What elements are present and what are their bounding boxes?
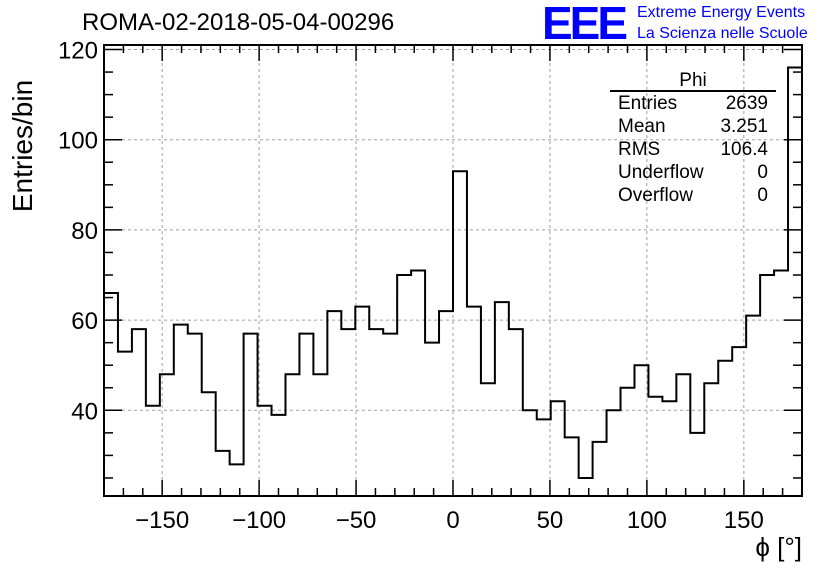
y-tick-label: 80	[71, 218, 98, 245]
stats-label: Entries	[618, 93, 678, 114]
histogram-bin	[774, 271, 788, 497]
stats-value: 0	[757, 162, 768, 183]
histogram-bin	[244, 334, 258, 496]
y-tick-label: 60	[71, 308, 98, 335]
histogram-bin	[202, 392, 216, 496]
eee-logo: EEE	[542, 0, 628, 49]
histogram-bin	[104, 293, 118, 496]
histogram-bin	[593, 442, 607, 496]
stats-value: 0	[757, 185, 768, 206]
histogram-bin	[453, 171, 467, 496]
stats-value: 106.4	[720, 139, 768, 160]
logo-line-2: La Scienza nelle Scuole	[637, 25, 808, 42]
x-tick-label: 50	[537, 507, 564, 534]
histogram-bin	[579, 478, 593, 496]
histogram-bin	[537, 419, 551, 496]
y-tick-label: 40	[71, 398, 98, 425]
histogram-bin	[607, 410, 621, 496]
histogram-bin	[648, 397, 662, 496]
stats-label: Mean	[618, 116, 666, 137]
logo-line-1: Extreme Energy Events	[637, 4, 806, 21]
histogram-bin	[634, 365, 648, 496]
histogram-bin	[411, 271, 425, 497]
y-axis-label: Entries/bin	[7, 79, 38, 213]
histogram-bin	[467, 307, 481, 496]
stats-title: Phi	[610, 70, 776, 92]
x-tick-label: −50	[336, 507, 377, 534]
histogram-bin	[439, 311, 453, 496]
histogram-bin	[285, 374, 299, 496]
histogram-bin	[230, 464, 244, 496]
histogram-bin	[397, 275, 411, 496]
x-tick-label: −150	[135, 507, 189, 534]
histogram-bin	[174, 325, 188, 496]
histogram-bin	[118, 352, 132, 496]
stats-row-underflow: Underflow 0	[610, 161, 776, 184]
histogram-bin	[788, 68, 802, 496]
histogram-bin	[732, 347, 746, 496]
x-axis-label: ϕ [°]	[755, 532, 802, 562]
histogram-bin	[690, 433, 704, 496]
histogram-bin	[551, 401, 565, 496]
histogram-bin	[676, 374, 690, 496]
stats-value: 2639	[725, 93, 768, 114]
histogram-bin	[146, 406, 160, 496]
histogram-bin	[746, 316, 760, 496]
y-tick-label: 120	[58, 38, 98, 65]
plot-frame	[103, 44, 803, 497]
histogram-bin	[369, 329, 383, 496]
histogram-bin	[355, 307, 369, 496]
histogram-bin	[621, 388, 635, 496]
histogram-bin	[495, 302, 509, 496]
histogram-bin	[160, 374, 174, 496]
histogram-bin	[481, 383, 495, 496]
histogram-bin	[132, 329, 146, 496]
histogram-bin	[662, 401, 676, 496]
x-tick-label: 100	[627, 507, 667, 534]
histogram-bin	[704, 383, 718, 496]
stats-row-rms: RMS 106.4	[610, 138, 776, 161]
histogram-bin	[718, 361, 732, 496]
y-tick-label: 100	[58, 128, 98, 155]
histogram-bin	[565, 437, 579, 496]
histogram-bin	[258, 406, 272, 496]
histogram-bin	[327, 311, 341, 496]
histogram-bin	[272, 415, 286, 496]
histogram-bin	[383, 334, 397, 496]
stats-row-overflow: Overflow 0	[610, 184, 776, 207]
histogram-bin	[313, 374, 327, 496]
x-tick-label: 0	[446, 507, 459, 534]
histogram-line	[104, 66, 802, 479]
plot-title: ROMA-02-2018-05-04-00296	[82, 9, 395, 36]
histogram-bin	[299, 334, 313, 496]
histogram-bin	[188, 334, 202, 496]
histogram-bin	[760, 275, 774, 496]
stats-label: Overflow	[618, 185, 693, 206]
stats-box: Phi Entries 2639 Mean 3.251 RMS 106.4 Un…	[610, 70, 776, 207]
stats-row-mean: Mean 3.251	[610, 115, 776, 138]
stats-value: 3.251	[720, 116, 768, 137]
histogram-bin	[216, 451, 230, 496]
x-tick-label: −100	[232, 507, 286, 534]
stats-label: Underflow	[618, 162, 704, 183]
stats-label: RMS	[618, 139, 661, 160]
stats-row-entries: Entries 2639	[610, 92, 776, 115]
histogram-bin	[341, 329, 355, 496]
histogram-bin	[523, 410, 537, 496]
histogram-bin	[509, 329, 523, 496]
histogram-bin	[425, 343, 439, 496]
y-axis-label-box: Entries/bin	[7, 80, 38, 212]
x-tick-label: 150	[724, 507, 764, 534]
